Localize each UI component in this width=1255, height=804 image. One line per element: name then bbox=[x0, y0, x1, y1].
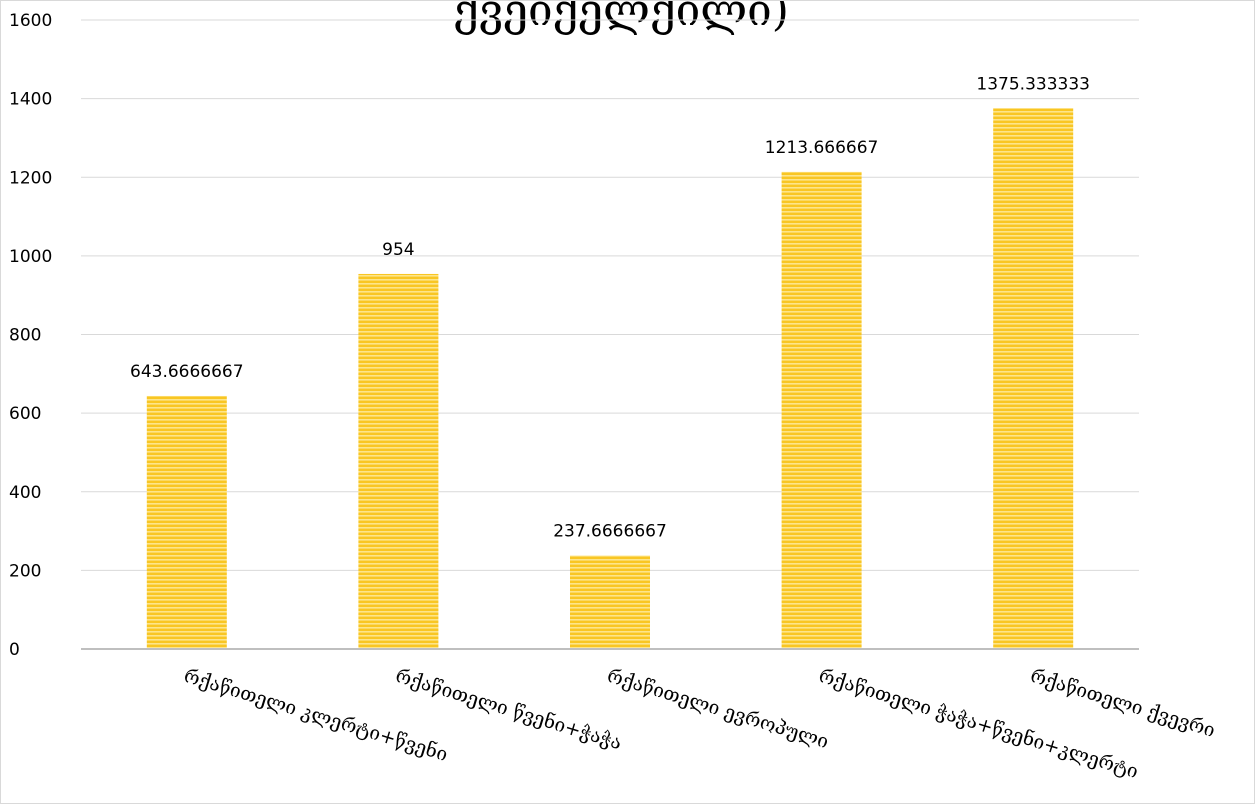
data-labels: 643.6666667 954 237.6666667 1213.666667 1375… bbox=[130, 74, 1090, 541]
bar bbox=[358, 273, 439, 649]
data-label: 237.6666667 bbox=[553, 522, 667, 542]
y-tick-label: 0 bbox=[9, 640, 20, 660]
bar bbox=[781, 171, 862, 649]
y-tick-label: 1000 bbox=[9, 247, 52, 267]
y-tick-label: 800 bbox=[9, 326, 41, 346]
y-tick-label: 1400 bbox=[9, 90, 52, 110]
y-tick-label: 1600 bbox=[9, 11, 52, 31]
category-label: რქაწითელი ევროპული bbox=[605, 665, 832, 753]
data-label: 1375.333333 bbox=[976, 74, 1090, 94]
category-label: რქაწითელი ქვევრი bbox=[1028, 665, 1218, 742]
bar bbox=[993, 108, 1074, 649]
grid-lines bbox=[81, 19, 1139, 571]
data-label: 954 bbox=[382, 240, 414, 260]
data-label: 1213.666667 bbox=[765, 138, 879, 158]
y-tick-label: 200 bbox=[9, 561, 41, 581]
y-tick-label: 400 bbox=[9, 483, 41, 503]
y-tick-label: 1200 bbox=[9, 168, 52, 188]
chart-title: ქვეიქელქილი) bbox=[453, 1, 789, 36]
data-label: 643.6666667 bbox=[130, 362, 244, 382]
bar bbox=[146, 395, 227, 649]
bars bbox=[146, 108, 1074, 649]
bar bbox=[570, 555, 650, 649]
y-tick-label: 600 bbox=[9, 404, 41, 424]
y-axis-ticks: 0 200 400 600 800 1000 1200 1400 1600 bbox=[9, 11, 52, 660]
